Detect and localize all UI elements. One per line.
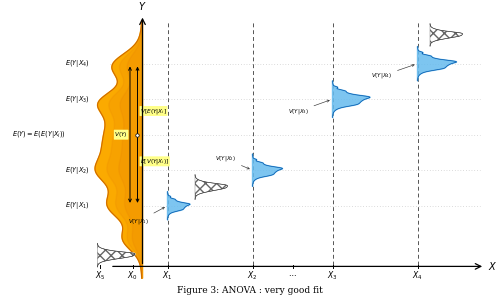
- Text: $V(Y|X_1)$: $V(Y|X_1)$: [128, 207, 164, 226]
- Text: $V(Y|X_2)$: $V(Y|X_2)$: [215, 154, 250, 169]
- Text: $X_0$: $X_0$: [127, 270, 138, 282]
- Text: $V(Y|X_3)$: $V(Y|X_3)$: [288, 100, 329, 116]
- Polygon shape: [418, 46, 457, 81]
- Text: $E(Y|X_2)$: $E(Y|X_2)$: [65, 165, 90, 176]
- Polygon shape: [168, 192, 190, 220]
- Text: $E[V(Y|X_i)]$: $E[V(Y|X_i)]$: [140, 157, 170, 166]
- Text: $Y$: $Y$: [138, 0, 147, 12]
- Text: $V[E(Y|X_i]$: $V[E(Y|X_i]$: [140, 107, 167, 115]
- Polygon shape: [252, 154, 282, 186]
- Text: $X$: $X$: [488, 260, 497, 272]
- Text: $\cdots$: $\cdots$: [288, 270, 297, 278]
- Text: $E(Y|X_4)$: $E(Y|X_4)$: [65, 58, 90, 69]
- Text: Figure 3: ANOVA : very good fit: Figure 3: ANOVA : very good fit: [177, 286, 323, 295]
- Text: $V(Y)$: $V(Y)$: [114, 130, 128, 139]
- Text: $V(Y|X_4)$: $V(Y|X_4)$: [371, 65, 414, 81]
- Text: $X_3$: $X_3$: [327, 270, 338, 282]
- Polygon shape: [95, 21, 142, 278]
- Text: $E(Y|X_1)$: $E(Y|X_1)$: [65, 200, 90, 211]
- Text: $X_1$: $X_1$: [162, 270, 172, 282]
- Text: $E(Y) = E(E(Y|X_i))$: $E(Y) = E(E(Y|X_i))$: [12, 129, 66, 140]
- Polygon shape: [430, 24, 462, 46]
- Polygon shape: [332, 81, 370, 118]
- Text: $X_5$: $X_5$: [95, 270, 105, 282]
- Text: $X_4$: $X_4$: [412, 270, 423, 282]
- Polygon shape: [95, 21, 142, 278]
- Polygon shape: [98, 243, 135, 267]
- Polygon shape: [195, 175, 228, 200]
- Text: $X_2$: $X_2$: [248, 270, 258, 282]
- Polygon shape: [119, 21, 142, 278]
- Polygon shape: [107, 21, 142, 278]
- Text: $E(Y|X_3)$: $E(Y|X_3)$: [65, 94, 90, 105]
